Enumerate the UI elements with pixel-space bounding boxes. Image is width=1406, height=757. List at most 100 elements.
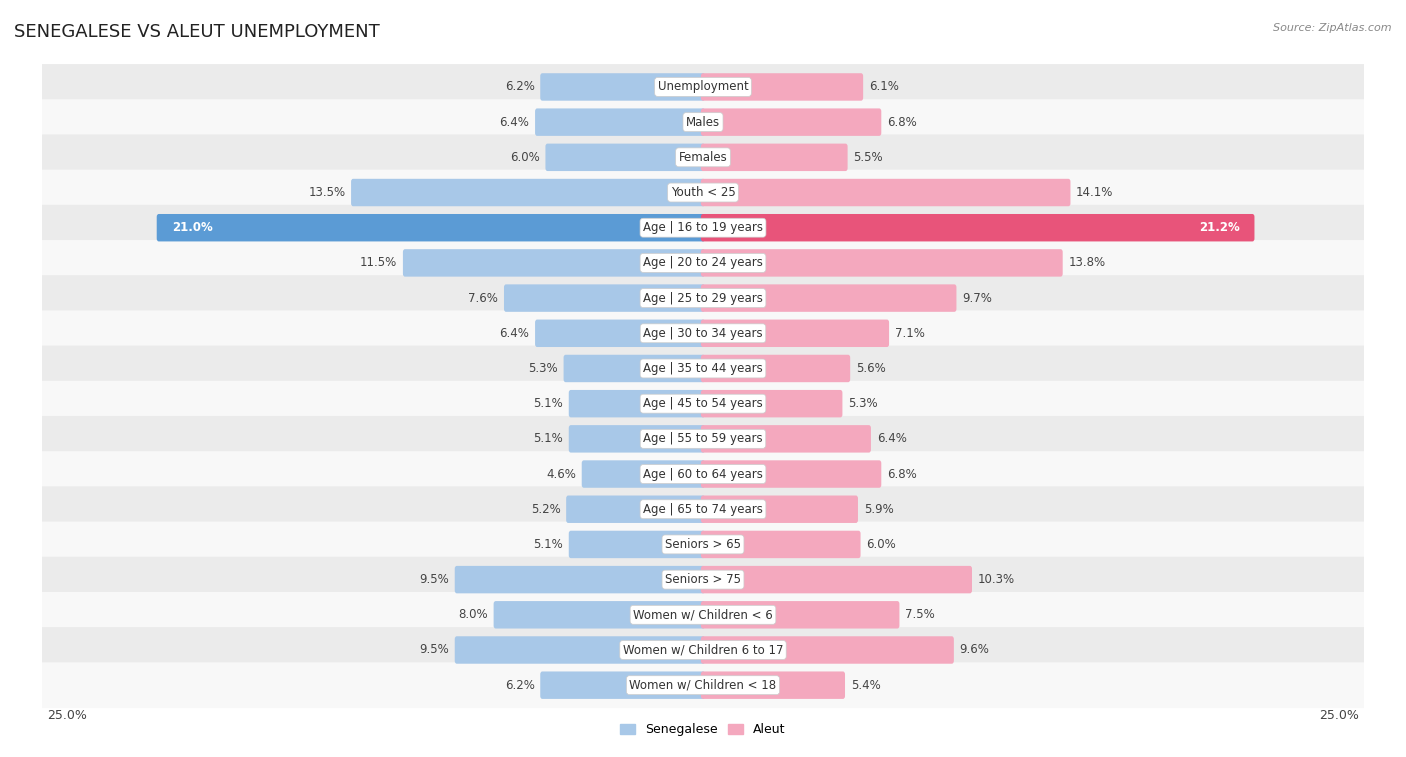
Text: 5.1%: 5.1% bbox=[533, 397, 562, 410]
Text: 6.0%: 6.0% bbox=[866, 538, 896, 551]
FancyBboxPatch shape bbox=[38, 205, 1368, 251]
FancyBboxPatch shape bbox=[702, 73, 863, 101]
FancyBboxPatch shape bbox=[702, 179, 1070, 206]
FancyBboxPatch shape bbox=[702, 671, 845, 699]
Text: Males: Males bbox=[686, 116, 720, 129]
Text: 8.0%: 8.0% bbox=[458, 609, 488, 621]
Text: 4.6%: 4.6% bbox=[546, 468, 576, 481]
Text: 9.5%: 9.5% bbox=[419, 573, 449, 586]
FancyBboxPatch shape bbox=[38, 381, 1368, 426]
FancyBboxPatch shape bbox=[702, 285, 956, 312]
FancyBboxPatch shape bbox=[38, 310, 1368, 356]
FancyBboxPatch shape bbox=[546, 144, 704, 171]
Text: Age | 55 to 59 years: Age | 55 to 59 years bbox=[643, 432, 763, 445]
Text: 5.9%: 5.9% bbox=[863, 503, 893, 516]
FancyBboxPatch shape bbox=[702, 214, 1254, 241]
Text: 5.5%: 5.5% bbox=[853, 151, 883, 164]
FancyBboxPatch shape bbox=[38, 64, 1368, 110]
FancyBboxPatch shape bbox=[38, 416, 1368, 462]
Text: 6.1%: 6.1% bbox=[869, 80, 898, 93]
FancyBboxPatch shape bbox=[38, 276, 1368, 321]
Text: 6.8%: 6.8% bbox=[887, 468, 917, 481]
FancyBboxPatch shape bbox=[38, 99, 1368, 145]
Text: Age | 65 to 74 years: Age | 65 to 74 years bbox=[643, 503, 763, 516]
FancyBboxPatch shape bbox=[702, 425, 870, 453]
Text: Age | 30 to 34 years: Age | 30 to 34 years bbox=[643, 327, 763, 340]
Text: 14.1%: 14.1% bbox=[1076, 186, 1114, 199]
Legend: Senegalese, Aleut: Senegalese, Aleut bbox=[616, 718, 790, 741]
Text: 21.2%: 21.2% bbox=[1199, 221, 1240, 234]
FancyBboxPatch shape bbox=[454, 566, 704, 593]
Text: 9.5%: 9.5% bbox=[419, 643, 449, 656]
Text: 6.8%: 6.8% bbox=[887, 116, 917, 129]
FancyBboxPatch shape bbox=[702, 108, 882, 136]
FancyBboxPatch shape bbox=[38, 556, 1368, 603]
FancyBboxPatch shape bbox=[569, 390, 704, 417]
Text: 5.3%: 5.3% bbox=[848, 397, 877, 410]
FancyBboxPatch shape bbox=[540, 73, 704, 101]
Text: 10.3%: 10.3% bbox=[977, 573, 1015, 586]
FancyBboxPatch shape bbox=[702, 319, 889, 347]
FancyBboxPatch shape bbox=[582, 460, 704, 488]
FancyBboxPatch shape bbox=[569, 425, 704, 453]
Text: 9.6%: 9.6% bbox=[959, 643, 990, 656]
FancyBboxPatch shape bbox=[38, 170, 1368, 216]
Text: Seniors > 65: Seniors > 65 bbox=[665, 538, 741, 551]
Text: 13.5%: 13.5% bbox=[308, 186, 346, 199]
FancyBboxPatch shape bbox=[702, 144, 848, 171]
Text: Age | 25 to 29 years: Age | 25 to 29 years bbox=[643, 291, 763, 304]
FancyBboxPatch shape bbox=[494, 601, 704, 628]
Text: Source: ZipAtlas.com: Source: ZipAtlas.com bbox=[1274, 23, 1392, 33]
Text: 6.4%: 6.4% bbox=[499, 116, 530, 129]
FancyBboxPatch shape bbox=[702, 390, 842, 417]
Text: Youth < 25: Youth < 25 bbox=[671, 186, 735, 199]
FancyBboxPatch shape bbox=[156, 214, 704, 241]
FancyBboxPatch shape bbox=[404, 249, 704, 276]
Text: SENEGALESE VS ALEUT UNEMPLOYMENT: SENEGALESE VS ALEUT UNEMPLOYMENT bbox=[14, 23, 380, 41]
FancyBboxPatch shape bbox=[454, 637, 704, 664]
FancyBboxPatch shape bbox=[536, 319, 704, 347]
Text: 5.1%: 5.1% bbox=[533, 538, 562, 551]
Text: 7.1%: 7.1% bbox=[894, 327, 925, 340]
Text: Seniors > 75: Seniors > 75 bbox=[665, 573, 741, 586]
FancyBboxPatch shape bbox=[702, 355, 851, 382]
FancyBboxPatch shape bbox=[702, 531, 860, 558]
Text: 11.5%: 11.5% bbox=[360, 257, 398, 269]
Text: Age | 45 to 54 years: Age | 45 to 54 years bbox=[643, 397, 763, 410]
FancyBboxPatch shape bbox=[536, 108, 704, 136]
FancyBboxPatch shape bbox=[38, 662, 1368, 708]
Text: 13.8%: 13.8% bbox=[1069, 257, 1105, 269]
FancyBboxPatch shape bbox=[702, 249, 1063, 276]
FancyBboxPatch shape bbox=[702, 566, 972, 593]
Text: 7.5%: 7.5% bbox=[905, 609, 935, 621]
FancyBboxPatch shape bbox=[564, 355, 704, 382]
Text: 6.4%: 6.4% bbox=[876, 432, 907, 445]
FancyBboxPatch shape bbox=[569, 531, 704, 558]
Text: Age | 20 to 24 years: Age | 20 to 24 years bbox=[643, 257, 763, 269]
Text: Women w/ Children < 18: Women w/ Children < 18 bbox=[630, 679, 776, 692]
FancyBboxPatch shape bbox=[38, 451, 1368, 497]
Text: 25.0%: 25.0% bbox=[48, 709, 87, 722]
Text: Age | 16 to 19 years: Age | 16 to 19 years bbox=[643, 221, 763, 234]
Text: 9.7%: 9.7% bbox=[962, 291, 993, 304]
FancyBboxPatch shape bbox=[702, 496, 858, 523]
FancyBboxPatch shape bbox=[38, 486, 1368, 532]
Text: 6.2%: 6.2% bbox=[505, 679, 534, 692]
FancyBboxPatch shape bbox=[702, 637, 953, 664]
FancyBboxPatch shape bbox=[38, 627, 1368, 673]
FancyBboxPatch shape bbox=[503, 285, 704, 312]
Text: 5.6%: 5.6% bbox=[856, 362, 886, 375]
Text: 5.3%: 5.3% bbox=[529, 362, 558, 375]
FancyBboxPatch shape bbox=[38, 592, 1368, 637]
FancyBboxPatch shape bbox=[38, 135, 1368, 180]
Text: 6.4%: 6.4% bbox=[499, 327, 530, 340]
Text: Age | 60 to 64 years: Age | 60 to 64 years bbox=[643, 468, 763, 481]
Text: Women w/ Children 6 to 17: Women w/ Children 6 to 17 bbox=[623, 643, 783, 656]
Text: 25.0%: 25.0% bbox=[1319, 709, 1358, 722]
Text: Age | 35 to 44 years: Age | 35 to 44 years bbox=[643, 362, 763, 375]
Text: 6.2%: 6.2% bbox=[505, 80, 534, 93]
Text: 5.2%: 5.2% bbox=[530, 503, 561, 516]
FancyBboxPatch shape bbox=[540, 671, 704, 699]
FancyBboxPatch shape bbox=[38, 346, 1368, 391]
Text: Females: Females bbox=[679, 151, 727, 164]
